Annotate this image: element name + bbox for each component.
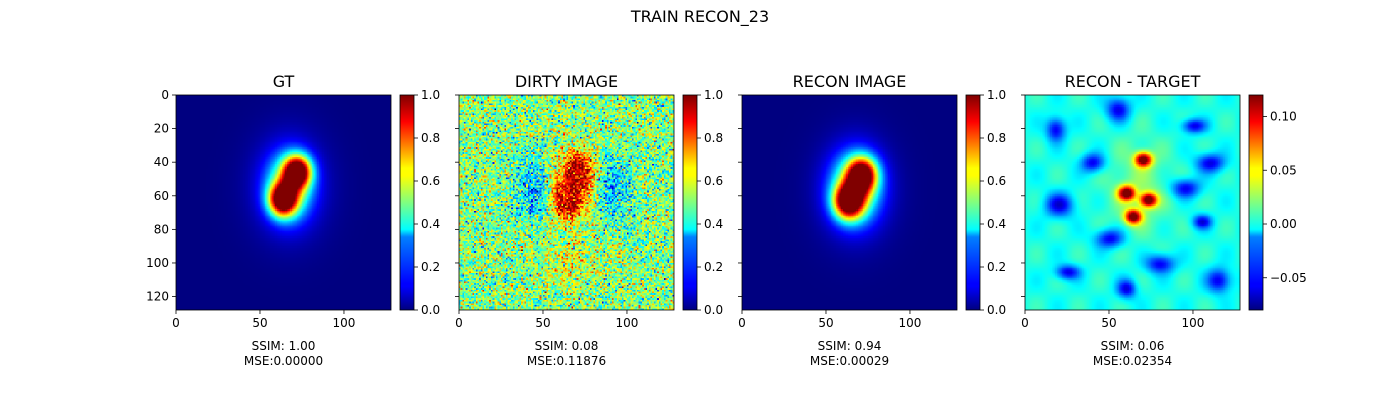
heatmap-image	[176, 95, 391, 310]
colorbar-tick-label: 0.0	[421, 303, 440, 317]
colorbar-tick-label: 0.6	[987, 174, 1006, 188]
x-tick-label: 50	[818, 316, 833, 330]
x-tick-label: 0	[455, 316, 463, 330]
colorbar-tick-label: 0.0	[704, 303, 723, 317]
metric-caption: SSIM: 0.94	[818, 339, 882, 353]
colorbar	[1248, 94, 1264, 311]
colorbar-tick-label: 0.0	[987, 303, 1006, 317]
colorbar	[965, 94, 981, 311]
figure-title: TRAIN RECON_23	[630, 7, 769, 27]
colorbar-tick-label: 1.0	[704, 88, 723, 102]
colorbar-tick-label: 0.6	[704, 174, 723, 188]
metric-caption: MSE:0.02354	[1093, 354, 1172, 368]
y-tick-label: 40	[154, 155, 169, 169]
colorbar-tick-label: 0.6	[421, 174, 440, 188]
axes-frame	[741, 94, 958, 311]
colorbar	[399, 94, 415, 311]
axes-frame	[175, 94, 392, 311]
y-tick-label: 100	[146, 256, 169, 270]
x-tick-label: 0	[172, 316, 180, 330]
heatmap-image	[459, 95, 674, 310]
x-tick-label: 50	[1101, 316, 1116, 330]
colorbar-tick-label: 0.2	[421, 260, 440, 274]
y-tick-label: 20	[154, 122, 169, 136]
colorbar-tick-label: 0.05	[1270, 163, 1297, 177]
metric-caption: MSE:0.00000	[244, 354, 323, 368]
y-tick-label: 120	[146, 290, 169, 304]
x-tick-label: 100	[1182, 316, 1205, 330]
subplot-title: RECON - TARGET	[1065, 72, 1201, 91]
metric-caption: SSIM: 0.08	[535, 339, 599, 353]
x-tick-label: 100	[899, 316, 922, 330]
colorbar-tick-label: 0.4	[704, 217, 723, 231]
colorbar-tick-label: 0.8	[421, 131, 440, 145]
subplot-1: GT 0 50 100 0 20 40 60 80 100 120 SSIM: 1.00MSE:0.0…	[146, 72, 440, 368]
x-tick-label: 50	[252, 316, 267, 330]
heatmap-image	[1025, 95, 1240, 310]
heatmap-image	[742, 95, 957, 310]
colorbar-tick-label: 1.0	[987, 88, 1006, 102]
subplot-4: RECON - TARGET 0 50 100 SSIM: 0.06MSE:0.0235…	[1021, 72, 1307, 368]
y-tick-label: 80	[154, 222, 169, 236]
x-tick-label: 50	[535, 316, 550, 330]
subplot-title: RECON IMAGE	[793, 72, 907, 91]
x-tick-label: 100	[616, 316, 639, 330]
metric-caption: SSIM: 1.00	[252, 339, 316, 353]
metric-caption: SSIM: 0.06	[1101, 339, 1165, 353]
axes-frame	[1024, 94, 1241, 311]
colorbar-tick-label: 0.8	[987, 131, 1006, 145]
colorbar-tick-label: 0.00	[1270, 217, 1297, 231]
colorbar-tick-label: 0.4	[987, 217, 1006, 231]
colorbar	[682, 94, 698, 311]
subplot-title: GT	[273, 72, 295, 91]
colorbar-tick-label: −0.05	[1270, 271, 1307, 285]
y-tick-label: 60	[154, 189, 169, 203]
y-tick-label: 0	[161, 88, 169, 102]
metric-caption: MSE:0.00029	[810, 354, 889, 368]
metric-caption: MSE:0.11876	[527, 354, 606, 368]
colorbar-tick-label: 0.2	[704, 260, 723, 274]
x-tick-label: 100	[333, 316, 356, 330]
x-tick-label: 0	[1021, 316, 1029, 330]
subplot-title: DIRTY IMAGE	[515, 72, 618, 91]
axes-frame	[458, 94, 675, 311]
x-tick-label: 0	[738, 316, 746, 330]
colorbar-tick-label: 0.8	[704, 131, 723, 145]
colorbar-tick-label: 0.2	[987, 260, 1006, 274]
colorbar-tick-label: 0.4	[421, 217, 440, 231]
colorbar-tick-label: 1.0	[421, 88, 440, 102]
colorbar-tick-label: 0.10	[1270, 110, 1297, 124]
